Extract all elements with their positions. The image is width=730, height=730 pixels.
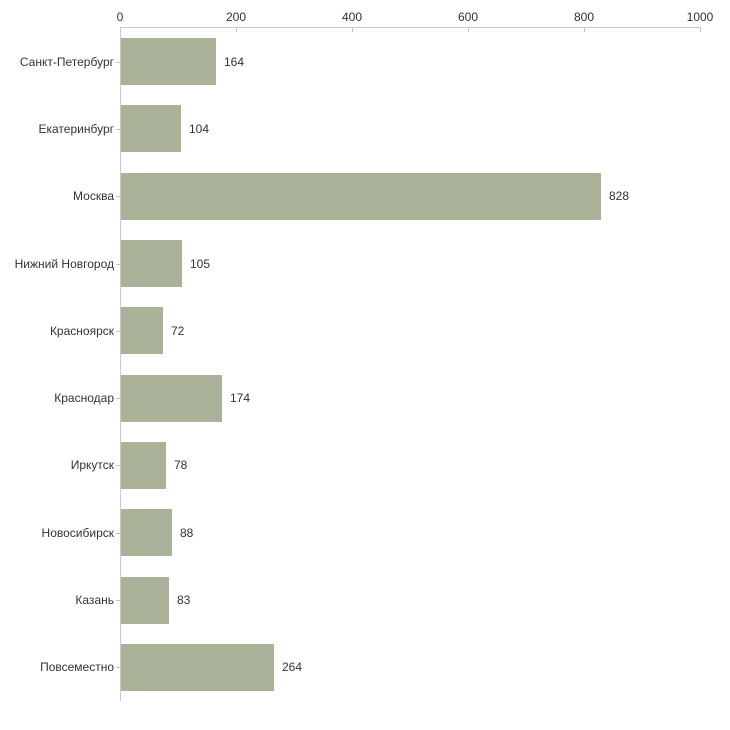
y-axis-tick (116, 465, 120, 466)
bar-value-label: 828 (609, 189, 630, 203)
bar-value-label: 264 (282, 660, 303, 674)
category-label: Красноярск (49, 324, 114, 338)
bar (121, 240, 182, 287)
bar-value-label: 104 (189, 122, 210, 136)
bar (121, 38, 216, 85)
x-axis-tick (468, 28, 469, 32)
x-axis-tick (236, 28, 237, 32)
category-label: Нижний Новгород (14, 257, 114, 271)
bar (121, 509, 172, 556)
category-label: Санкт-Петербург (19, 55, 114, 69)
bar (121, 375, 222, 422)
category-label: Москва (73, 189, 114, 203)
category-label: Иркутск (70, 458, 114, 472)
category-label: Повсеместно (40, 660, 114, 674)
bar (121, 644, 274, 691)
category-label: Краснодар (54, 391, 114, 405)
x-axis-line (120, 27, 701, 28)
x-axis-tick (352, 28, 353, 32)
bar (121, 173, 601, 220)
bar-value-label: 78 (174, 458, 188, 472)
y-axis-tick (116, 667, 120, 668)
x-axis-tick-label: 800 (573, 10, 595, 24)
category-label: Новосибирск (41, 526, 114, 540)
x-axis-tick (700, 28, 701, 32)
y-axis-tick (116, 533, 120, 534)
bar-value-label: 83 (177, 593, 191, 607)
x-axis-tick (584, 28, 585, 32)
category-label: Екатеринбург (38, 122, 115, 136)
x-axis-tick-label: 400 (341, 10, 363, 24)
x-axis-tick-label: 200 (225, 10, 247, 24)
category-label: Казань (75, 593, 114, 607)
y-axis-tick (116, 62, 120, 63)
bar (121, 442, 166, 489)
y-axis-line (120, 28, 121, 701)
bar-value-label: 88 (180, 526, 194, 540)
bar-value-label: 105 (190, 257, 211, 271)
bar (121, 307, 163, 354)
bar-value-label: 174 (230, 391, 251, 405)
x-axis-tick-label: 0 (116, 10, 124, 24)
bar-value-label: 72 (171, 324, 185, 338)
y-axis-tick (116, 264, 120, 265)
bar-value-label: 164 (224, 55, 245, 69)
y-axis-tick (116, 331, 120, 332)
y-axis-tick (116, 129, 120, 130)
x-axis-tick-label: 600 (457, 10, 479, 24)
bar (121, 105, 181, 152)
x-axis-tick-label: 1000 (686, 10, 714, 24)
y-axis-tick (116, 398, 120, 399)
y-axis-tick (116, 196, 120, 197)
bar (121, 577, 169, 624)
y-axis-tick (116, 600, 120, 601)
